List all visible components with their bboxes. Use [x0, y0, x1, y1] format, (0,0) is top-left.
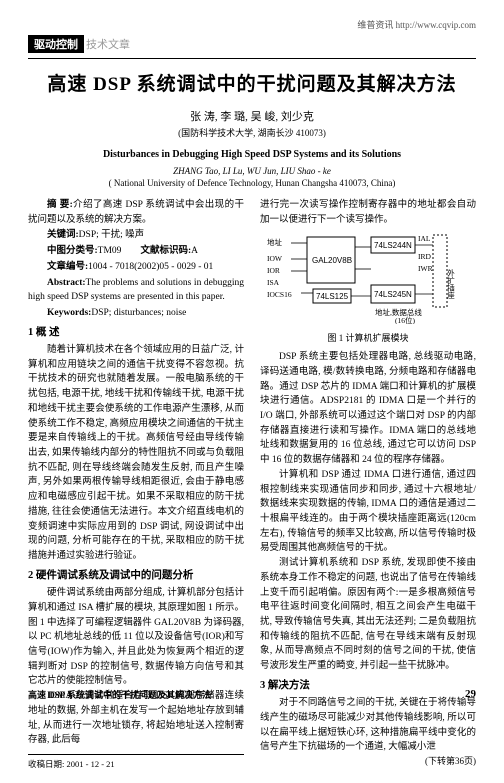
section-2-head: 2 硬件调试系统及调试中的问题分析 — [28, 568, 244, 584]
article-no: 1004 - 7018(2002)05 - 0029 - 01 — [88, 262, 213, 272]
abs-en-label: Abstract: — [47, 278, 86, 288]
footer: 高速 DSP 系统调试中的干扰问题及其解决方法 29 — [28, 688, 476, 701]
kw-cn: DSP; 干扰; 噪声 — [79, 230, 144, 240]
receive-date: 收稿日期: 2001 - 12 - 21 — [28, 758, 244, 771]
fig-iwr: IWR — [418, 264, 433, 273]
figure-1-svg: 地址 IOW IOR ISA IOCS16 GAL20V8B 74LS125 — [263, 229, 473, 324]
category-gray: 技术文章 — [84, 38, 132, 52]
section-2-p1: 硬件调试系统由两部分组成, 计算机部分包括计算机和通过 ISA 槽扩展的模块, … — [28, 586, 244, 689]
kw-en-label: Keywords: — [47, 308, 91, 318]
fig-label-iocs16: IOCS16 — [267, 290, 292, 299]
kw-en: DSP; disturbances; noise — [91, 308, 186, 318]
fig-label-addr: 地址 — [267, 237, 282, 247]
section-1-head: 1 概 述 — [28, 325, 244, 341]
section-2-col2-p3: 测试计算机系统和 DSP 系统, 发现即使不接由系统本身工作不稳定的问题, 也说… — [260, 556, 476, 674]
doc-code-label: 文献标识码: — [140, 246, 191, 256]
footer-page: 29 — [465, 688, 476, 701]
section-2-col2-p2: 计算机和 DSP 通过 IDMA 口进行通信, 通过四根控制线来实现通信同步和同… — [260, 468, 476, 556]
class-val: TM09 — [98, 246, 122, 256]
fig-ls244: 74LS244N — [374, 241, 412, 250]
top-url: 维普资讯 http://www.cqvip.com — [28, 18, 476, 31]
class-label: 中图分类号: — [47, 246, 98, 256]
turn-page: (下转第36页) — [260, 755, 476, 769]
fig-ls125: 74LS125 — [316, 292, 349, 301]
authors-cn: 张 涛, 李 璐, 吴 峻, 刘少克 — [28, 108, 476, 124]
left-rule — [28, 754, 244, 755]
affil-cn: (国防科学技术大学, 湖南长沙 410073) — [28, 126, 476, 139]
article-no-label: 文章编号: — [47, 262, 88, 272]
footer-journal: 高速 DSP 系统调试中的干扰问题及其解决方法 — [28, 688, 211, 701]
fig-label-isa: ISA — [267, 278, 280, 287]
fig-ial: IAL — [418, 234, 431, 243]
fig-gal: GAL20V8B — [312, 256, 352, 265]
section-1-p1: 随着计算机技术在各个领域应用的日益广泛, 计算机和应用链块之间的通信干扰变得不容… — [28, 343, 244, 564]
title-cn: 高速 DSP 系统调试中的干扰问题及其解决方法 — [28, 69, 476, 96]
right-column: 进行完一次读写操作控制寄存器中的地址都会自动加一以便进行下一个读写操作。 地址 … — [260, 198, 476, 771]
affil-en: ( National University of Defence Technol… — [28, 178, 476, 188]
title-en: Disturbances in Debugging High Speed DSP… — [28, 149, 476, 160]
fig-ird: IRD — [418, 252, 432, 261]
fig-label-ior: IOR — [267, 266, 280, 275]
authors-en: ZHANG Tao, LI Lu, WU Jun, LIU Shao - ke — [28, 166, 476, 176]
section-3-p1: 对于不同路信号之间的干扰, 关键在于将传输导线产生的磁场尽可能减少对其他传输线影… — [260, 696, 476, 755]
category-black: 驱动控制 — [28, 35, 84, 53]
figure-1: 地址 IOW IOR ISA IOCS16 GAL20V8B 74LS125 — [260, 229, 476, 346]
abstract-label: 摘 要: — [47, 200, 73, 210]
fig-label-iow: IOW — [267, 254, 283, 263]
fig-ls245: 74LS245N — [374, 290, 412, 299]
top-rule — [28, 58, 476, 59]
section-2-col2-p1: DSP 系统主要包括处理器电路, 总线驱动电路, 译码送通电路, 模/数转换电路… — [260, 350, 476, 468]
section-2-col2-p0: 进行完一次读写操作控制寄存器中的地址都会自动加一以便进行下一个读写操作。 — [260, 198, 476, 227]
kw-cn-label: 关键词: — [47, 230, 79, 240]
left-column: 摘 要:介绍了高速 DSP 系统调试中会出现的干扰问题以及系统的解决方案。 关键… — [28, 198, 244, 771]
figure-1-caption: 图 1 计算机扩展模块 — [260, 332, 476, 346]
doc-code: A — [191, 246, 198, 256]
fig-right-label2: (16位) — [395, 315, 415, 324]
fig-right-box-label: 外扩插座 — [446, 268, 455, 301]
